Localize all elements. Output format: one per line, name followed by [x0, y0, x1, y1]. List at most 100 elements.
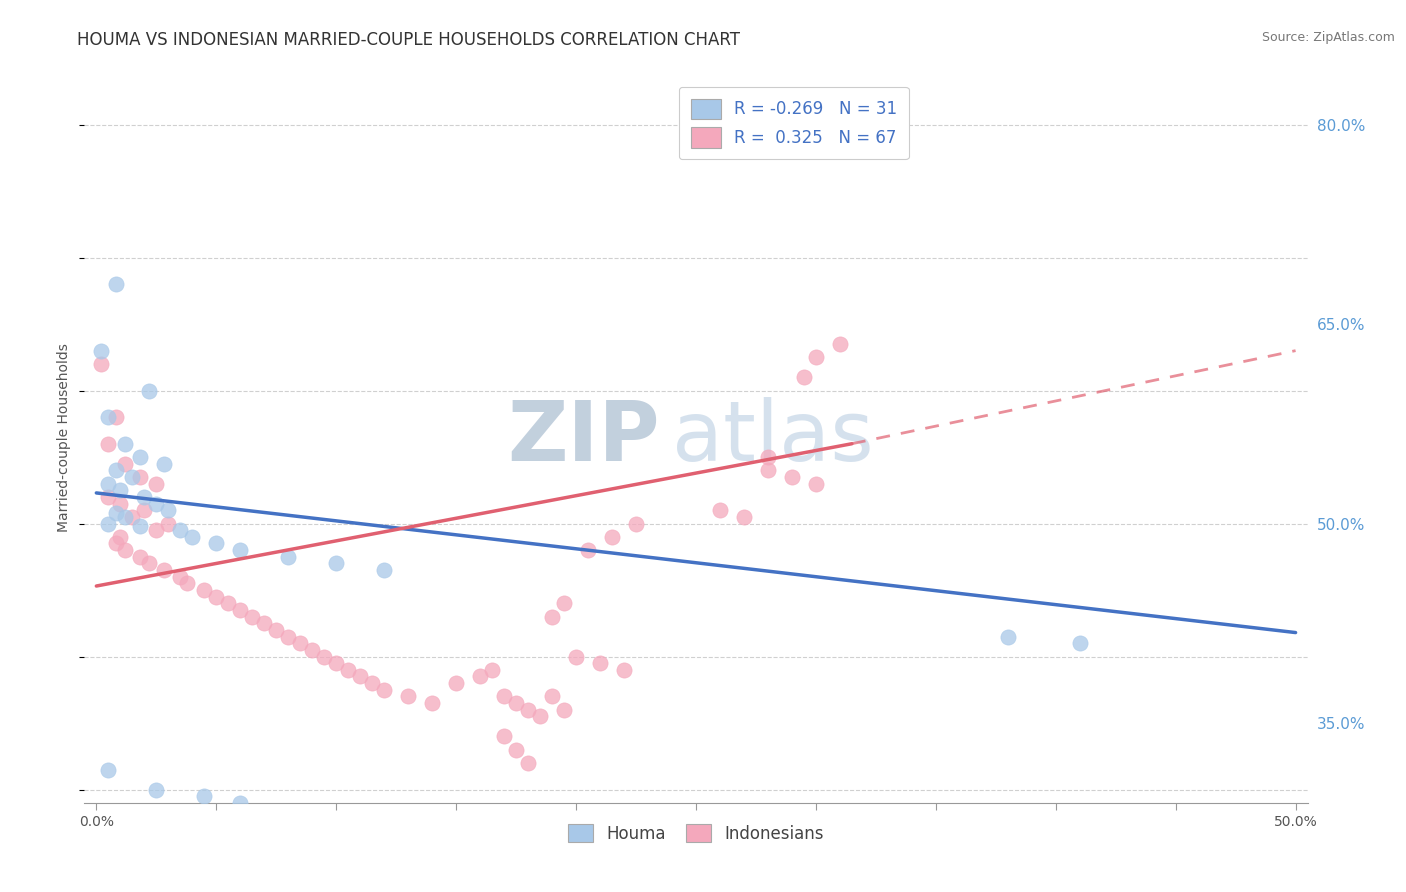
Indonesians — [145, 523, 167, 537]
Indonesians — [373, 682, 395, 697]
Indonesians — [468, 669, 491, 683]
Indonesians — [828, 337, 851, 351]
Houma — [229, 543, 252, 558]
Indonesians — [337, 663, 360, 677]
Houma — [97, 763, 120, 777]
Houma — [181, 530, 204, 544]
Houma — [114, 509, 136, 524]
Indonesians — [756, 450, 779, 464]
Houma — [97, 476, 120, 491]
Houma — [145, 782, 167, 797]
Text: HOUMA VS INDONESIAN MARRIED-COUPLE HOUSEHOLDS CORRELATION CHART: HOUMA VS INDONESIAN MARRIED-COUPLE HOUSE… — [77, 31, 741, 49]
Houma — [277, 549, 299, 564]
Indonesians — [253, 616, 276, 631]
Houma — [205, 536, 228, 550]
Text: ZIP: ZIP — [506, 397, 659, 477]
Indonesians — [290, 636, 312, 650]
Indonesians — [110, 497, 132, 511]
Houma — [121, 470, 143, 484]
Indonesians — [277, 630, 299, 644]
Indonesians — [264, 623, 287, 637]
Indonesians — [314, 649, 336, 664]
Indonesians — [217, 596, 239, 610]
Houma — [373, 563, 395, 577]
Indonesians — [128, 549, 150, 564]
Indonesians — [565, 649, 588, 664]
Houma — [104, 463, 127, 477]
Text: atlas: atlas — [672, 397, 873, 477]
Indonesians — [97, 490, 120, 504]
Indonesians — [613, 663, 636, 677]
Houma — [114, 436, 136, 450]
Indonesians — [97, 436, 120, 450]
Indonesians — [90, 357, 112, 371]
Houma — [128, 519, 150, 533]
Indonesians — [505, 696, 527, 710]
Houma — [104, 277, 127, 292]
Houma — [325, 557, 347, 571]
Indonesians — [152, 563, 174, 577]
Houma — [110, 483, 132, 498]
Indonesians — [733, 509, 755, 524]
Indonesians — [541, 609, 564, 624]
Indonesians — [756, 463, 779, 477]
Legend: Houma, Indonesians: Houma, Indonesians — [561, 817, 831, 849]
Indonesians — [505, 742, 527, 756]
Indonesians — [709, 503, 731, 517]
Houma — [138, 384, 160, 398]
Houma — [97, 516, 120, 531]
Houma — [229, 796, 252, 810]
Indonesians — [349, 669, 371, 683]
Indonesians — [780, 470, 803, 484]
Indonesians — [193, 582, 215, 597]
Indonesians — [138, 557, 160, 571]
Houma — [104, 506, 127, 520]
Houma — [97, 410, 120, 425]
Indonesians — [145, 476, 167, 491]
Text: Source: ZipAtlas.com: Source: ZipAtlas.com — [1261, 31, 1395, 45]
Indonesians — [481, 663, 503, 677]
Houma — [193, 789, 215, 804]
Indonesians — [110, 530, 132, 544]
Indonesians — [444, 676, 467, 690]
Houma — [169, 523, 191, 537]
Houma — [145, 497, 167, 511]
Y-axis label: Married-couple Households: Married-couple Households — [58, 343, 72, 532]
Indonesians — [176, 576, 198, 591]
Indonesians — [589, 656, 612, 670]
Indonesians — [325, 656, 347, 670]
Houma — [997, 630, 1019, 644]
Indonesians — [553, 703, 575, 717]
Indonesians — [600, 530, 623, 544]
Indonesians — [104, 536, 127, 550]
Houma — [152, 457, 174, 471]
Indonesians — [494, 690, 516, 704]
Indonesians — [128, 470, 150, 484]
Indonesians — [494, 729, 516, 743]
Houma — [128, 450, 150, 464]
Houma — [90, 343, 112, 358]
Indonesians — [361, 676, 384, 690]
Indonesians — [517, 756, 540, 770]
Indonesians — [104, 410, 127, 425]
Houma — [1069, 636, 1091, 650]
Indonesians — [121, 509, 143, 524]
Houma — [134, 490, 156, 504]
Indonesians — [624, 516, 647, 531]
Houma — [157, 503, 180, 517]
Indonesians — [205, 590, 228, 604]
Indonesians — [804, 351, 827, 365]
Indonesians — [804, 476, 827, 491]
Indonesians — [793, 370, 815, 384]
Indonesians — [396, 690, 419, 704]
Indonesians — [157, 516, 180, 531]
Indonesians — [240, 609, 263, 624]
Indonesians — [576, 543, 599, 558]
Indonesians — [229, 603, 252, 617]
Indonesians — [134, 503, 156, 517]
Indonesians — [529, 709, 551, 723]
Indonesians — [553, 596, 575, 610]
Indonesians — [169, 570, 191, 584]
Indonesians — [114, 543, 136, 558]
Indonesians — [301, 643, 323, 657]
